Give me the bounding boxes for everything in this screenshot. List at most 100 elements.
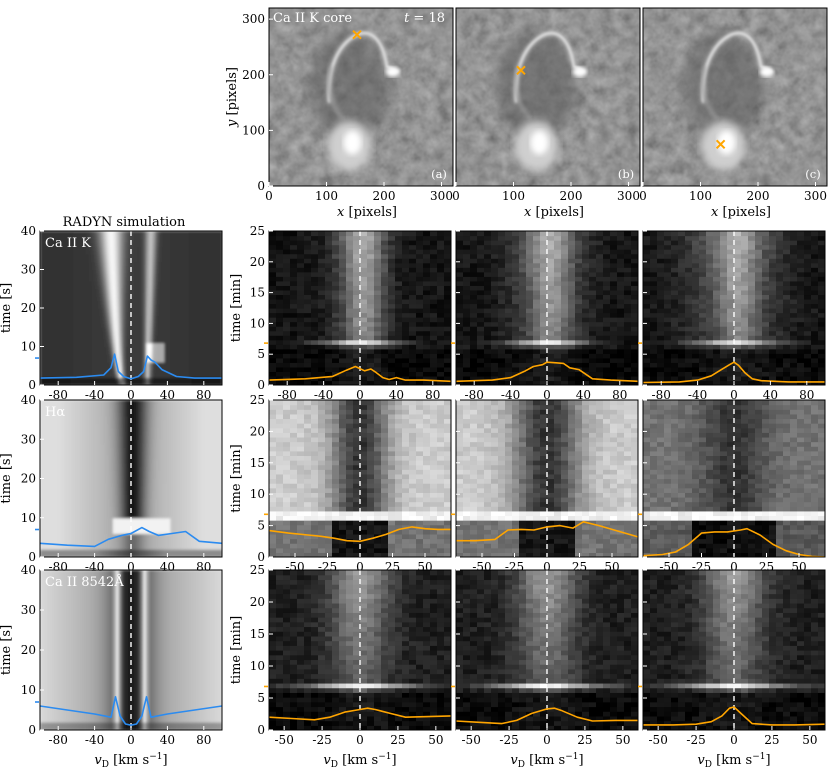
y-axis-label: time [min]	[229, 616, 244, 685]
line-profile	[269, 526, 451, 543]
x-tick-label: 0	[127, 388, 135, 402]
x-tick-label: 0	[356, 388, 364, 402]
x-tick-label: 80	[425, 388, 440, 402]
y-tick-label: 20	[250, 595, 265, 609]
x-axis-label: x [pixels]	[711, 205, 771, 220]
x-tick-label: -80	[465, 388, 484, 402]
axes-labels: time [s] time [s] time [s] time [min] time […	[0, 274, 771, 770]
intensity-map	[269, 400, 451, 557]
x-tick-label: 200	[747, 189, 770, 203]
x-tick-label: 0	[452, 189, 460, 203]
y-axis-label: time [s]	[0, 283, 14, 333]
x-tick-label: 25	[764, 733, 779, 747]
line-profile	[456, 520, 638, 542]
intensity-map	[456, 400, 638, 557]
x-axis-label: x [pixels]	[337, 205, 397, 220]
x-tick-label: 80	[612, 388, 627, 402]
x-tick-label: -50	[462, 733, 481, 747]
x-tick-label: 0	[356, 733, 364, 747]
x-tick-label: 0	[127, 560, 135, 574]
y-tick-label: 30	[21, 432, 36, 446]
line-profile	[40, 353, 222, 380]
intensity-map	[269, 570, 451, 730]
line-profile	[269, 707, 451, 721]
y-tick-label: 40	[21, 224, 36, 238]
bright-loop	[701, 32, 773, 103]
line-profile	[269, 365, 451, 383]
x-tick-label: 100	[502, 189, 525, 203]
obs-panel-1-2: -50 -25 0 25 50	[638, 399, 826, 574]
x-tick-label: 0	[127, 733, 135, 747]
x-tick-label: -25	[499, 733, 518, 747]
x-tick-label: 300	[617, 189, 640, 203]
x-tick-label: 0	[265, 189, 273, 203]
y-tick-label: 15	[250, 286, 265, 300]
x-tick-label: 0	[639, 189, 647, 203]
x-tick-label: -80	[278, 388, 297, 402]
y-tick-label: 100	[242, 123, 265, 137]
line-label: Hα	[45, 405, 65, 420]
x-tick-label: 40	[576, 388, 591, 402]
intensity-map	[456, 231, 638, 385]
y-tick-label: 0	[257, 723, 265, 737]
y-axis-label: time [s]	[0, 625, 14, 675]
x-axis-label: vD [km s−1]	[323, 752, 396, 770]
line-label: Ca II K	[45, 236, 91, 251]
x-tick-label: 50	[802, 733, 817, 747]
position-marker	[715, 139, 726, 149]
y-tick-label: 30	[21, 603, 36, 617]
x-tick-label: 50	[615, 733, 630, 747]
y-tick-label: 15	[250, 627, 265, 641]
image-panel-b: (b) 0 100 200 300 x [pixels]	[452, 7, 641, 220]
y-axis-label: time [min]	[229, 274, 244, 343]
x-axis-label: x [pixels]	[524, 205, 584, 220]
plage-glow	[683, 30, 764, 141]
position-marker	[516, 65, 526, 76]
obs-panel-2-1: -50 -25 0 25 50	[451, 569, 639, 747]
x-tick-label: 0	[543, 560, 551, 574]
intensity-map	[40, 570, 222, 730]
image-panel-a: (a) 0 100 200 300 x [pixels] 0 100 200 300 y [pixe…	[225, 7, 454, 220]
y-tick-label: 0	[28, 378, 36, 392]
x-tick-label: 40	[160, 388, 175, 402]
sim-panel-0-0: -80 -40 0 40 80 0 10 20 30 40 Ca II K	[21, 224, 223, 402]
y-tick-label: 20	[21, 301, 36, 315]
image-frame	[268, 7, 454, 187]
y-axis-label: time [min]	[229, 444, 244, 513]
line-profile	[40, 695, 222, 727]
position-marker	[352, 29, 362, 40]
intensity-map	[643, 231, 825, 385]
filament	[513, 65, 532, 121]
x-tick-label: -80	[49, 388, 68, 402]
y-tick-label: 10	[21, 683, 36, 697]
obs-panel-1-1: -50 -25 0 25 50	[451, 399, 639, 574]
y-tick-label: 40	[21, 563, 36, 577]
x-tick-label: -25	[686, 733, 705, 747]
y-tick-label: 0	[257, 378, 265, 392]
bright-knot	[759, 66, 774, 77]
obs-panel-0-2: -80 -40 0 40 80	[638, 230, 826, 402]
lower-bright-core	[343, 130, 362, 155]
x-tick-label: 40	[389, 388, 404, 402]
x-tick-label: 80	[196, 733, 211, 747]
x-tick-label: -40	[85, 733, 104, 747]
x-tick-label: 25	[577, 733, 592, 747]
x-tick-label: 200	[373, 189, 396, 203]
intensity-map	[40, 231, 222, 385]
x-tick-label: -80	[49, 733, 68, 747]
x-tick-label: -40	[314, 388, 333, 402]
bright-loop	[514, 32, 586, 103]
line-profile	[456, 707, 638, 725]
obs-panel-2-2: -50 -25 0 25 50	[638, 569, 826, 747]
panel-label: (a)	[431, 167, 447, 181]
line-label: Ca II 8542Å	[45, 574, 124, 590]
y-tick-label: 300	[242, 12, 265, 26]
x-tick-label: -25	[312, 733, 331, 747]
x-tick-label: 100	[689, 189, 712, 203]
panel-label: (c)	[805, 167, 820, 181]
x-tick-label: 80	[196, 388, 211, 402]
image-panels-row: (a) 0 100 200 300 x [pixels] 0 100 200 300 y [pixe…	[225, 7, 828, 220]
y-tick-label: 0	[257, 550, 265, 564]
